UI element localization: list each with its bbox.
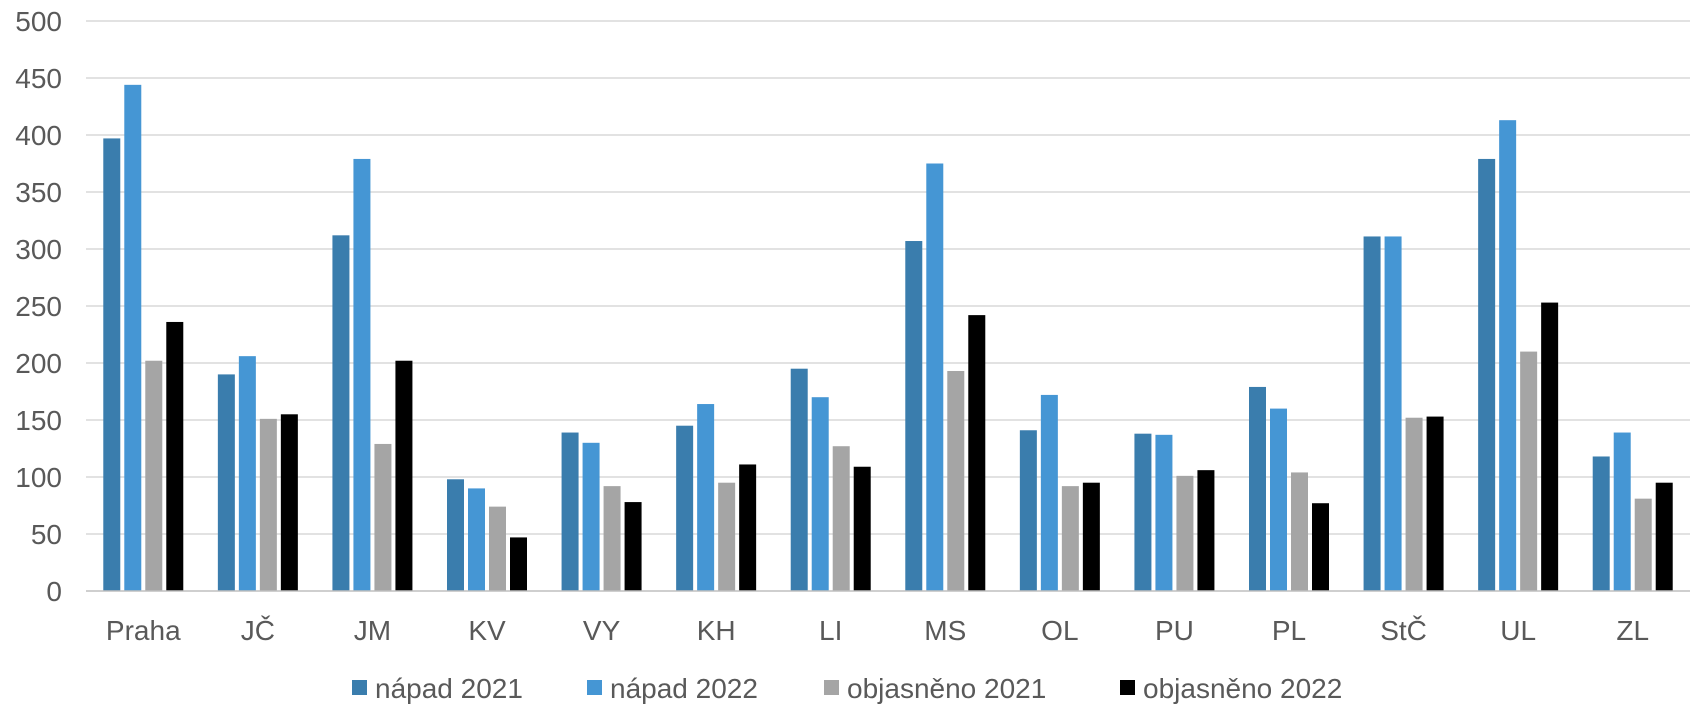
bar-StČ-nápad-2022 <box>1385 236 1402 591</box>
bar-Praha-objasněno-2022 <box>166 322 183 591</box>
bar-OL-objasněno-2021 <box>1062 486 1079 591</box>
bar-KV-nápad-2021 <box>447 479 464 591</box>
y-tick-label: 150 <box>15 405 62 436</box>
bar-Praha-nápad-2022 <box>124 85 141 591</box>
x-category-label: OL <box>1041 615 1078 646</box>
x-category-label: LI <box>819 615 842 646</box>
bar-JČ-objasněno-2021 <box>260 419 277 591</box>
legend-label: objasněno 2021 <box>847 673 1046 704</box>
y-tick-label: 400 <box>15 120 62 151</box>
bar-Praha-nápad-2021 <box>103 138 120 591</box>
bar-ZL-nápad-2021 <box>1593 456 1610 591</box>
y-tick-label: 0 <box>46 576 62 607</box>
legend-swatch <box>824 680 839 695</box>
bar-PL-nápad-2021 <box>1249 387 1266 591</box>
bar-PU-objasněno-2022 <box>1197 470 1214 591</box>
bar-KH-nápad-2021 <box>676 426 693 591</box>
bar-JM-objasněno-2022 <box>395 361 412 591</box>
bar-Praha-objasněno-2021 <box>145 361 162 591</box>
bar-MS-nápad-2022 <box>926 164 943 592</box>
bar-JM-nápad-2021 <box>332 235 349 591</box>
bar-PL-objasněno-2022 <box>1312 503 1329 591</box>
y-tick-label: 500 <box>15 6 62 37</box>
legend-item: objasněno 2021 <box>824 673 1046 704</box>
bar-KH-nápad-2022 <box>697 404 714 591</box>
legend-item: objasněno 2022 <box>1120 673 1342 704</box>
legend-item: nápad 2021 <box>352 673 523 704</box>
bar-UL-nápad-2022 <box>1499 120 1516 591</box>
bar-KV-nápad-2022 <box>468 488 485 591</box>
legend-label: nápad 2021 <box>375 673 523 704</box>
bar-ZL-nápad-2022 <box>1614 433 1631 591</box>
bar-KH-objasněno-2021 <box>718 483 735 591</box>
bar-StČ-objasněno-2021 <box>1406 418 1423 591</box>
bar-PU-nápad-2021 <box>1134 434 1151 591</box>
y-tick-label: 300 <box>15 234 62 265</box>
bar-PU-nápad-2022 <box>1155 435 1172 591</box>
bar-LI-objasněno-2022 <box>854 467 871 591</box>
x-category-label: PU <box>1155 615 1194 646</box>
bar-VY-objasněno-2021 <box>604 486 621 591</box>
bar-PL-objasněno-2021 <box>1291 472 1308 591</box>
grid-layer <box>86 21 1690 534</box>
y-tick-label: 200 <box>15 348 62 379</box>
bar-JČ-nápad-2022 <box>239 356 256 591</box>
bar-StČ-objasněno-2022 <box>1427 417 1444 591</box>
x-category-label: StČ <box>1380 615 1427 646</box>
bar-OL-nápad-2021 <box>1020 430 1037 591</box>
y-tick-label: 50 <box>31 519 62 550</box>
bar-VY-nápad-2021 <box>562 433 579 591</box>
y-tick-label: 100 <box>15 462 62 493</box>
bar-LI-nápad-2022 <box>812 397 829 591</box>
bar-UL-nápad-2021 <box>1478 159 1495 591</box>
bar-KV-objasněno-2021 <box>489 507 506 591</box>
bar-JČ-objasněno-2022 <box>281 414 298 591</box>
y-tick-label: 250 <box>15 291 62 322</box>
legend-label: nápad 2022 <box>610 673 758 704</box>
bar-OL-objasněno-2022 <box>1083 483 1100 591</box>
bar-VY-nápad-2022 <box>583 443 600 591</box>
bar-VY-objasněno-2022 <box>625 502 642 591</box>
bar-LI-nápad-2021 <box>791 369 808 591</box>
x-category-label: MS <box>924 615 966 646</box>
bar-LI-objasněno-2021 <box>833 446 850 591</box>
x-category-label: PL <box>1272 615 1306 646</box>
x-category-label: ZL <box>1616 615 1649 646</box>
y-axis-tick-labels: 0 50 100 150 200 250 300 350 400 450 500 <box>15 6 62 607</box>
bar-JČ-nápad-2021 <box>218 374 235 591</box>
bar-UL-objasněno-2021 <box>1520 352 1537 591</box>
bar-JM-objasněno-2021 <box>374 444 391 591</box>
x-category-label: VY <box>583 615 621 646</box>
x-category-label: JČ <box>241 615 275 646</box>
legend: nápad 2021 nápad 2022 objasněno 2021 objasn… <box>352 673 1342 704</box>
bar-StČ-nápad-2021 <box>1364 236 1381 591</box>
legend-label: objasněno 2022 <box>1143 673 1342 704</box>
legend-swatch <box>352 680 367 695</box>
x-category-label: KH <box>697 615 736 646</box>
legend-swatch <box>1120 680 1135 695</box>
legend-swatch <box>587 680 602 695</box>
y-tick-label: 350 <box>15 177 62 208</box>
x-category-label: KV <box>468 615 506 646</box>
bar-PU-objasněno-2021 <box>1176 476 1193 591</box>
bar-KH-objasněno-2022 <box>739 464 756 591</box>
bar-UL-objasněno-2022 <box>1541 303 1558 591</box>
bar-MS-objasněno-2021 <box>947 371 964 591</box>
bar-ZL-objasněno-2022 <box>1656 483 1673 591</box>
bar-OL-nápad-2022 <box>1041 395 1058 591</box>
bars <box>103 85 1672 591</box>
x-category-label: JM <box>354 615 391 646</box>
bar-PL-nápad-2022 <box>1270 409 1287 591</box>
bar-ZL-objasněno-2021 <box>1635 499 1652 591</box>
bar-JM-nápad-2022 <box>353 159 370 591</box>
x-axis-category-labels: Praha JČ JM KV VY KH LI MS OL PU PL StČ UL ZL <box>106 615 1649 646</box>
bar-MS-objasněno-2022 <box>968 315 985 591</box>
legend-item: nápad 2022 <box>587 673 758 704</box>
bar-KV-objasněno-2022 <box>510 537 527 591</box>
y-tick-label: 450 <box>15 63 62 94</box>
x-category-label: UL <box>1500 615 1536 646</box>
bar-MS-nápad-2021 <box>905 241 922 591</box>
x-category-label: Praha <box>106 615 181 646</box>
